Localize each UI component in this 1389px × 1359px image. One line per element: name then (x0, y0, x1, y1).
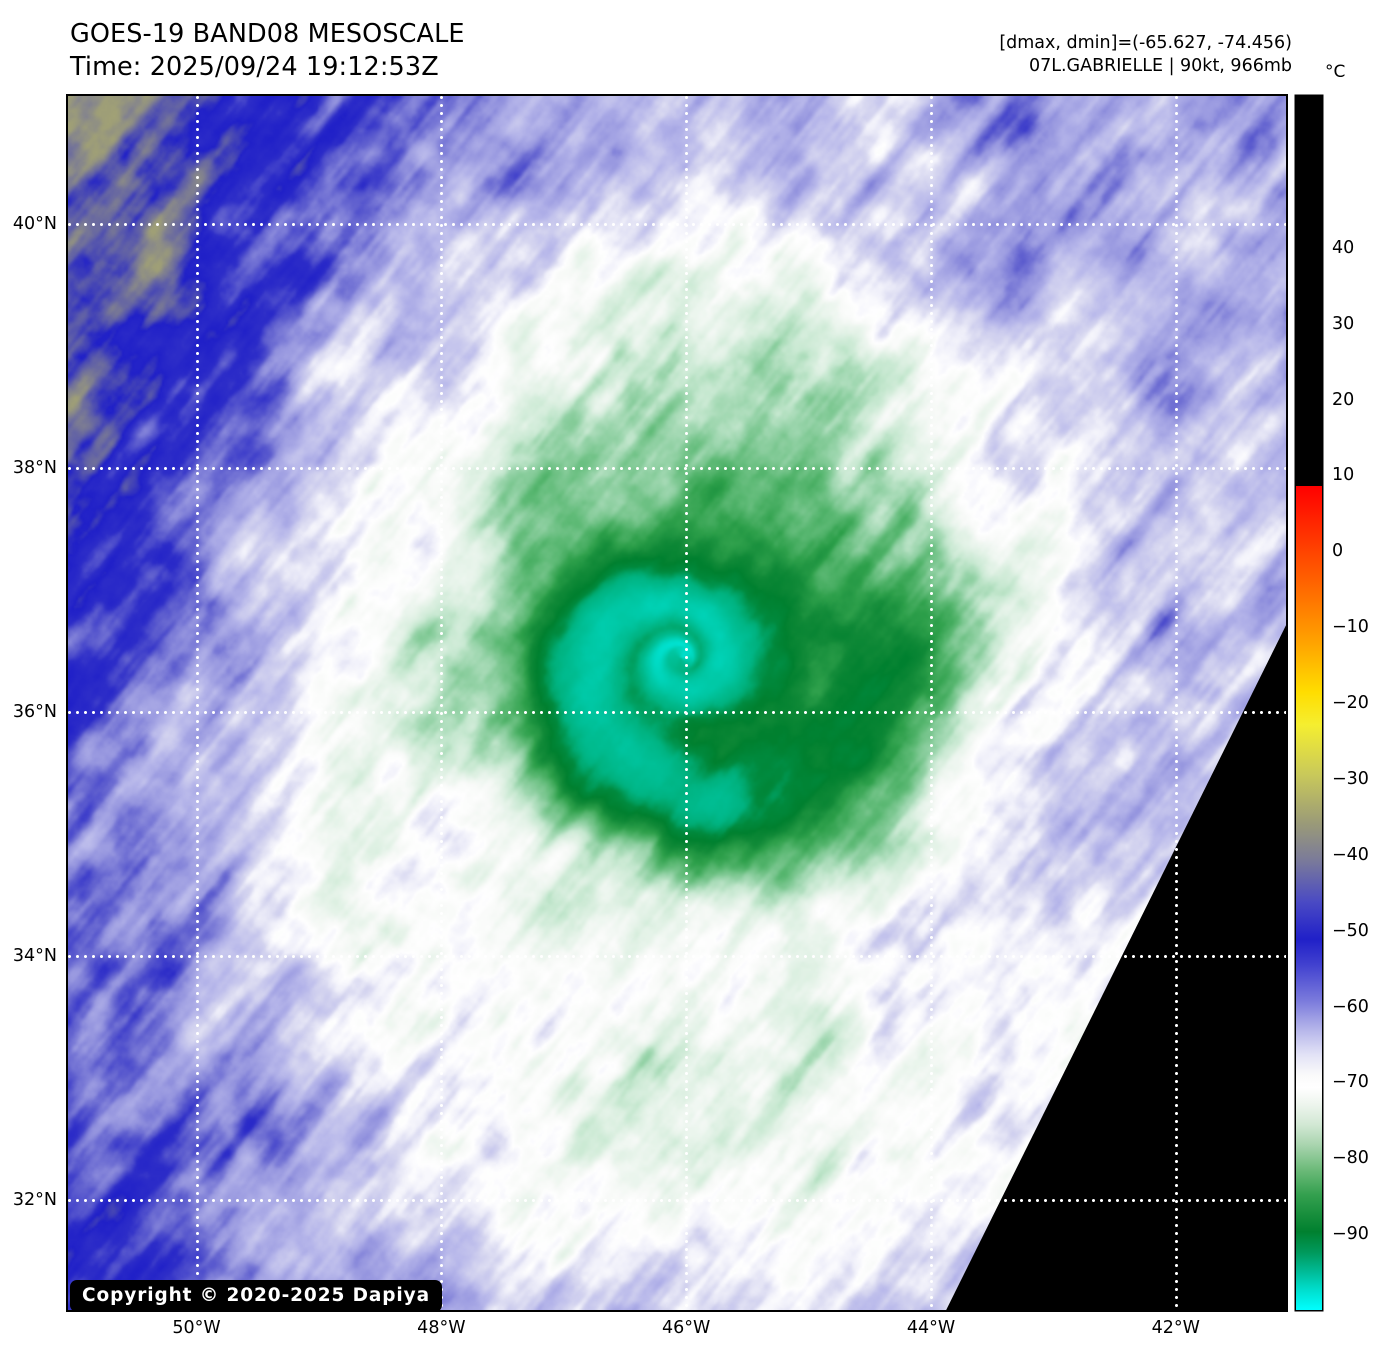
colorbar-tick--70: −70 (1332, 1072, 1369, 1093)
page-title: GOES-19 BAND08 MESOSCALE (70, 19, 465, 49)
temperature-colorbar[interactable] (1296, 96, 1322, 1310)
timestamp-label: Time: 2025/09/24 19:12:53Z (70, 52, 439, 83)
colorbar-unit-label: °C (1325, 62, 1346, 82)
colorbar-tick--30: −30 (1332, 768, 1369, 789)
header-right: [dmax, dmin]=(-65.627, -74.456) 07L.GABR… (999, 32, 1292, 79)
colorbar-tick--40: −40 (1332, 844, 1369, 865)
colorbar-tick--80: −80 (1332, 1148, 1369, 1169)
xtick-label-3: 44°W (906, 1318, 956, 1338)
xtick-label-0: 50°W (172, 1318, 221, 1338)
storm-info-label: 07L.GABRIELLE | 90kt, 966mb (1028, 56, 1292, 77)
colorbar-saturated-black-segment (1296, 96, 1322, 487)
satellite-image-plot[interactable] (68, 96, 1286, 1310)
xtick-label-2: 46°W (662, 1318, 711, 1338)
data-range-label: [dmax, dmin]=(-65.627, -74.456) (999, 33, 1292, 53)
ytick-label-3: 34°N (12, 946, 57, 967)
header-left: GOES-19 BAND08 MESOSCALE Time: 2025/09/2… (70, 18, 465, 84)
ytick-label-1: 38°N (12, 458, 57, 479)
colorbar-tick-30: 30 (1332, 313, 1355, 334)
ytick-label-2: 36°N (12, 702, 57, 723)
ytick-label-0: 40°N (12, 214, 57, 235)
colorbar-tick--20: −20 (1332, 693, 1369, 713)
colorbar-tick-20: 20 (1332, 389, 1355, 410)
xtick-label-1: 48°W (417, 1318, 466, 1338)
xtick-label-4: 42°W (1151, 1318, 1200, 1338)
colorbar-tick-0: 0 (1332, 541, 1344, 562)
colorbar-tick--50: −50 (1332, 920, 1369, 941)
colorbar-tick--10: −10 (1332, 617, 1369, 638)
colorbar-tick--90: −90 (1332, 1224, 1369, 1245)
colorbar-tick-40: 40 (1332, 237, 1355, 258)
ytick-label-4: 32°N (12, 1190, 57, 1211)
colorbar-tick-10: 10 (1332, 465, 1355, 486)
colorbar-spectrum-segment (1296, 486, 1322, 1310)
copyright-banner: Copyright © 2020-2025 Dapiya (70, 1280, 442, 1312)
colorbar-tick--60: −60 (1332, 996, 1369, 1017)
